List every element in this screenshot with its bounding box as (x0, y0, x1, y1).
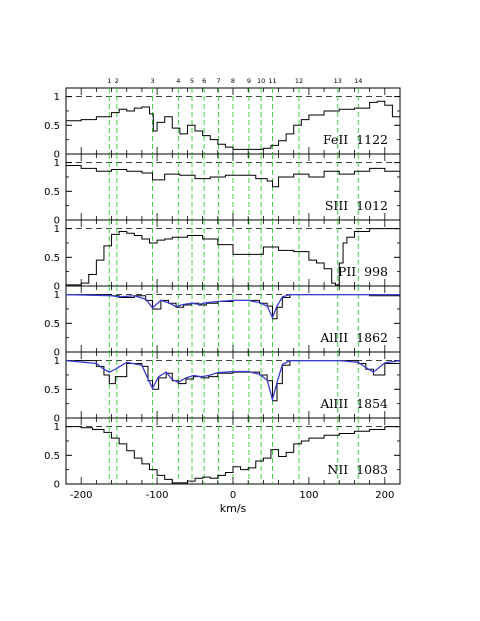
panel-5: 0 0.5 1 AlIII 1854 (44, 351, 401, 425)
y-tick-label: 0.5 (44, 187, 60, 198)
panel-2: 0 0.5 1 SIII 1012 (44, 153, 401, 227)
panels: 0 0.5 1 FeII 1122 0 0.5 1 SIII 1012 0 0.5 1 PII 998… (44, 87, 401, 491)
component-label-13: 13 (334, 77, 342, 85)
y-tick-label: 0 (54, 282, 60, 293)
y-tick-label: 1 (54, 158, 60, 169)
panel-3: 0 0.5 1 PII 998 (44, 219, 401, 293)
panel-1: 0 0.5 1 FeII 1122 (44, 87, 401, 161)
x-axis-label: km/s (220, 502, 247, 515)
component-label-4: 4 (176, 77, 180, 85)
y-tick-label: 0.5 (44, 451, 60, 462)
observed-spectrum (66, 164, 401, 188)
y-tick-label: 0.5 (44, 253, 60, 264)
ion-label: NII 1083 (327, 462, 388, 477)
x-tick-label: 100 (299, 490, 318, 501)
component-label-2: 2 (115, 77, 119, 85)
component-labels: 1 2 3 4 5 6 7 8 9 10 11 12 13 14 (107, 77, 362, 85)
x-axis-tick-labels: -200 -100 0 100 200 (70, 490, 395, 501)
ion-label: PII 998 (338, 264, 388, 279)
y-tick-label: 1 (54, 224, 60, 235)
component-label-7: 7 (217, 77, 221, 85)
ion-label: AlIII 1862 (319, 330, 388, 345)
ion-label: SIII 1012 (325, 198, 388, 213)
observed-spectrum (66, 227, 401, 286)
y-tick-label: 0 (54, 150, 60, 161)
component-label-3: 3 (150, 77, 154, 85)
component-label-1: 1 (107, 77, 111, 85)
ion-label: FeII 1122 (323, 132, 388, 147)
y-tick-label: 1 (54, 356, 60, 367)
x-tick-label: 200 (375, 490, 394, 501)
y-tick-label: 1 (54, 92, 60, 103)
model-fit (65, 293, 400, 320)
y-tick-label: 0 (54, 348, 60, 359)
y-tick-label: 0.5 (44, 121, 60, 132)
model-fit (65, 359, 401, 403)
component-label-9: 9 (247, 77, 251, 85)
component-label-5: 5 (190, 77, 194, 85)
x-tick-label: -100 (146, 490, 169, 501)
x-tick-label: 0 (230, 490, 236, 501)
y-tick-label: 0.5 (44, 319, 60, 330)
observed-spectrum (66, 426, 400, 484)
panel-6: 0 0.5 1 NII 1083 (44, 417, 401, 491)
y-tick-label: 0 (54, 414, 60, 425)
panel-4: 0 0.5 1 AlIII 1862 (44, 285, 401, 359)
x-tick-label: -200 (70, 490, 93, 501)
component-label-12: 12 (295, 77, 303, 85)
component-label-8: 8 (231, 77, 235, 85)
ion-label: AlIII 1854 (319, 396, 388, 411)
y-tick-label: 0 (54, 480, 60, 491)
component-label-10: 10 (257, 77, 265, 85)
component-label-14: 14 (354, 77, 362, 85)
component-label-11: 11 (268, 77, 276, 85)
observed-spectrum (66, 100, 401, 150)
y-tick-label: 1 (54, 290, 60, 301)
component-label-6: 6 (202, 77, 206, 85)
y-tick-label: 1 (54, 422, 60, 433)
y-tick-label: 0.5 (44, 385, 60, 396)
y-tick-label: 0 (54, 216, 60, 227)
